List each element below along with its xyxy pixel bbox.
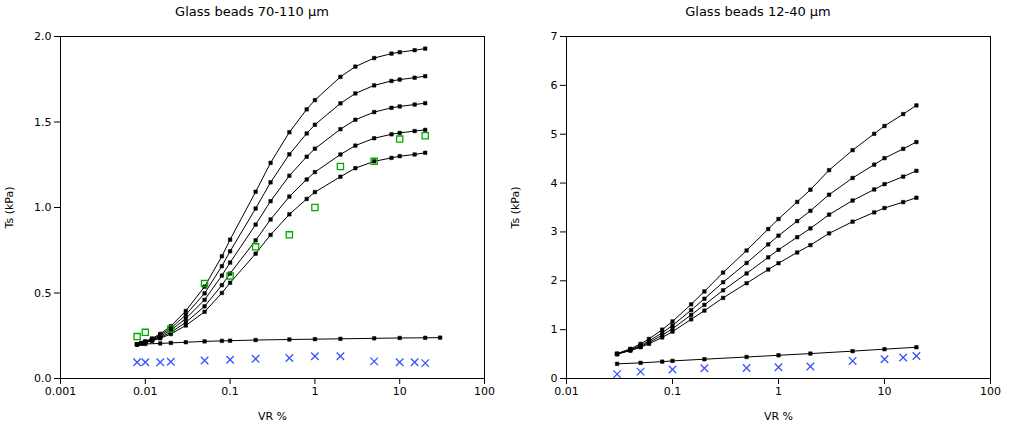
svg-text:0.1: 0.1: [221, 385, 239, 398]
svg-text:Ts (kPa): Ts (kPa): [509, 187, 522, 230]
svg-text:6: 6: [551, 79, 558, 92]
svg-text:1: 1: [311, 385, 318, 398]
svg-text:Ts (kPa): Ts (kPa): [3, 187, 16, 230]
svg-text:100: 100: [980, 385, 1001, 398]
svg-text:1.5: 1.5: [34, 116, 52, 129]
svg-text:0.5: 0.5: [34, 287, 52, 300]
svg-text:1: 1: [775, 385, 782, 398]
svg-text:0.001: 0.001: [45, 385, 77, 398]
svg-text:3: 3: [551, 225, 558, 238]
svg-text:0.01: 0.01: [133, 385, 158, 398]
svg-text:4: 4: [551, 177, 558, 190]
svg-text:VR %: VR %: [258, 410, 287, 423]
html-text:Glass beads 70-110 μm: Glass beads 70-110 μm: [175, 4, 329, 19]
svg-text:1: 1: [551, 323, 558, 336]
svg-text:100: 100: [474, 385, 495, 398]
svg-text:VR %: VR %: [764, 410, 793, 423]
svg-text:1.0: 1.0: [34, 201, 52, 214]
svg-text:7: 7: [551, 30, 558, 43]
html-text:Glass beads 12-40 μm: Glass beads 12-40 μm: [685, 4, 831, 19]
svg-text:5: 5: [551, 128, 558, 141]
svg-text:0.1: 0.1: [664, 385, 682, 398]
svg-text:10: 10: [878, 385, 892, 398]
svg-text:0: 0: [551, 372, 558, 385]
svg-text:0.0: 0.0: [34, 372, 52, 385]
svg-text:2: 2: [551, 274, 558, 287]
svg-text:2.0: 2.0: [34, 30, 52, 43]
svg-text:0.01: 0.01: [554, 385, 579, 398]
svg-text:10: 10: [393, 385, 407, 398]
